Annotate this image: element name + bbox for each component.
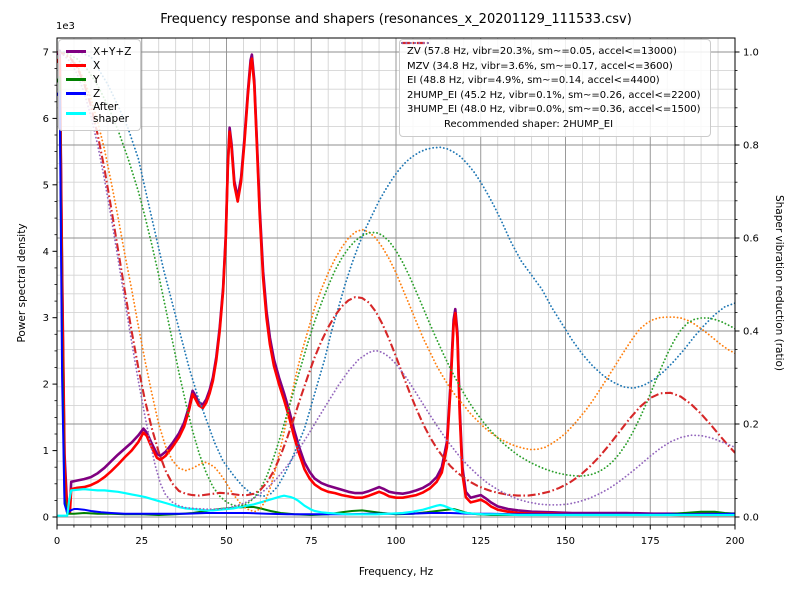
x-tick-label: 25 — [135, 536, 148, 547]
legend-handle-line — [66, 64, 86, 67]
x-tick-label: 125 — [471, 536, 490, 547]
chart-title: Frequency response and shapers (resonanc… — [160, 12, 632, 27]
legend-item-label: Recommended shaper: 2HUMP_EI — [444, 118, 614, 130]
legend-item-label: Y — [93, 73, 100, 86]
legend-item-label: X+Y+Z — [93, 45, 132, 58]
legend-item-label: After shaper — [93, 101, 130, 125]
legend-item: After shaper — [66, 101, 131, 125]
y-left-tick-label: 6 — [43, 114, 49, 125]
y-axis-right-ticks: 0.0 0.2 0.4 0.6 0.8 1.0 — [735, 48, 759, 524]
legend-item-label: EI (48.8 Hz, vibr=4.9%, sm~=0.14, accel<… — [407, 75, 660, 87]
legend-item-label: ZV (57.8 Hz, vibr=20.3%, sm~=0.05, accel… — [407, 46, 677, 58]
series-line-mzv — [57, 51, 735, 513]
y-left-tick-label: 1 — [43, 446, 49, 457]
x-tick-label: 75 — [305, 536, 318, 547]
x-tick-label: 150 — [556, 536, 575, 547]
y-right-tick-label: 0.6 — [743, 234, 759, 245]
series-line-after-shaper — [57, 488, 735, 517]
y-axis-right-label: Shaper vibration reduction (ratio) — [773, 194, 785, 372]
y-axis-offset-label: 1e3 — [56, 21, 75, 32]
x-tick-label: 100 — [386, 536, 405, 547]
legend-item-label: 2HUMP_EI (45.2 Hz, vibr=0.1%, sm~=0.26, … — [407, 89, 701, 101]
y-left-tick-label: 7 — [43, 48, 49, 59]
y-left-tick-label: 2 — [43, 380, 49, 391]
legend-handle-line — [66, 111, 86, 115]
y-axis-left-ticks: 0 1 2 3 4 5 6 7 — [43, 48, 57, 524]
legend-item: 2HUMP_EI (45.2 Hz, vibr=0.1%, sm~=0.26, … — [402, 41, 701, 103]
legend-shapers: ZV (57.8 Hz, vibr=20.3%, sm~=0.05, accel… — [399, 39, 711, 137]
legend-handle-line — [66, 78, 86, 81]
series-line-2hump-ei — [57, 50, 735, 497]
y-right-tick-label: 0.8 — [743, 141, 759, 152]
y-right-tick-label: 1.0 — [743, 48, 759, 59]
legend-item: Y — [66, 73, 131, 86]
x-tick-label: 175 — [641, 536, 660, 547]
legend-item-label: X — [93, 59, 101, 72]
legend-item: X — [66, 59, 131, 72]
legend-item: Z — [66, 87, 131, 100]
y-left-tick-label: 5 — [43, 180, 49, 191]
legend-item: X+Y+Z — [66, 45, 131, 58]
y-right-tick-label: 0.4 — [743, 327, 759, 338]
y-right-tick-label: 0.2 — [743, 420, 759, 431]
y-left-tick-label: 3 — [43, 313, 49, 324]
y-right-tick-label: 0.0 — [743, 513, 759, 524]
legend-item: Recommended shaper: 2HUMP_EI — [407, 118, 701, 132]
series-line-zv — [57, 51, 735, 497]
legend-handle-line — [66, 50, 86, 53]
x-tick-label: 0 — [54, 536, 60, 547]
legend-item-label: 3HUMP_EI (48.0 Hz, vibr=0.0%, sm~=0.36, … — [407, 104, 701, 116]
x-tick-label: 50 — [220, 536, 233, 547]
x-tick-label: 200 — [725, 536, 744, 547]
legend-item-label: MZV (34.8 Hz, vibr=3.6%, sm~=0.17, accel… — [407, 60, 673, 72]
x-axis-ticks: 0 25 50 75 100 125 150 175 200 — [54, 525, 745, 547]
legend-item: 3HUMP_EI (48.0 Hz, vibr=0.0%, sm~=0.36, … — [401, 42, 701, 117]
legend-handle-line — [401, 42, 429, 44]
legend-handle-line — [66, 92, 86, 95]
legend-item-label: Z — [93, 87, 101, 100]
x-axis-label: Frequency, Hz — [358, 566, 434, 578]
y-left-tick-label: 0 — [43, 513, 49, 524]
legend-item: MZV (34.8 Hz, vibr=3.6%, sm~=0.17, accel… — [401, 42, 701, 74]
series-line-ei — [57, 51, 735, 507]
y-axis-left-label: Power spectral density — [16, 223, 28, 343]
legend-item: ZV (57.8 Hz, vibr=20.3%, sm~=0.05, accel… — [401, 42, 701, 59]
legend-item: EI (48.8 Hz, vibr=4.9%, sm~=0.14, accel<… — [401, 42, 701, 88]
y-left-tick-label: 4 — [43, 247, 49, 258]
legend-axes: X+Y+Z X Y Z After shaper — [58, 39, 142, 131]
